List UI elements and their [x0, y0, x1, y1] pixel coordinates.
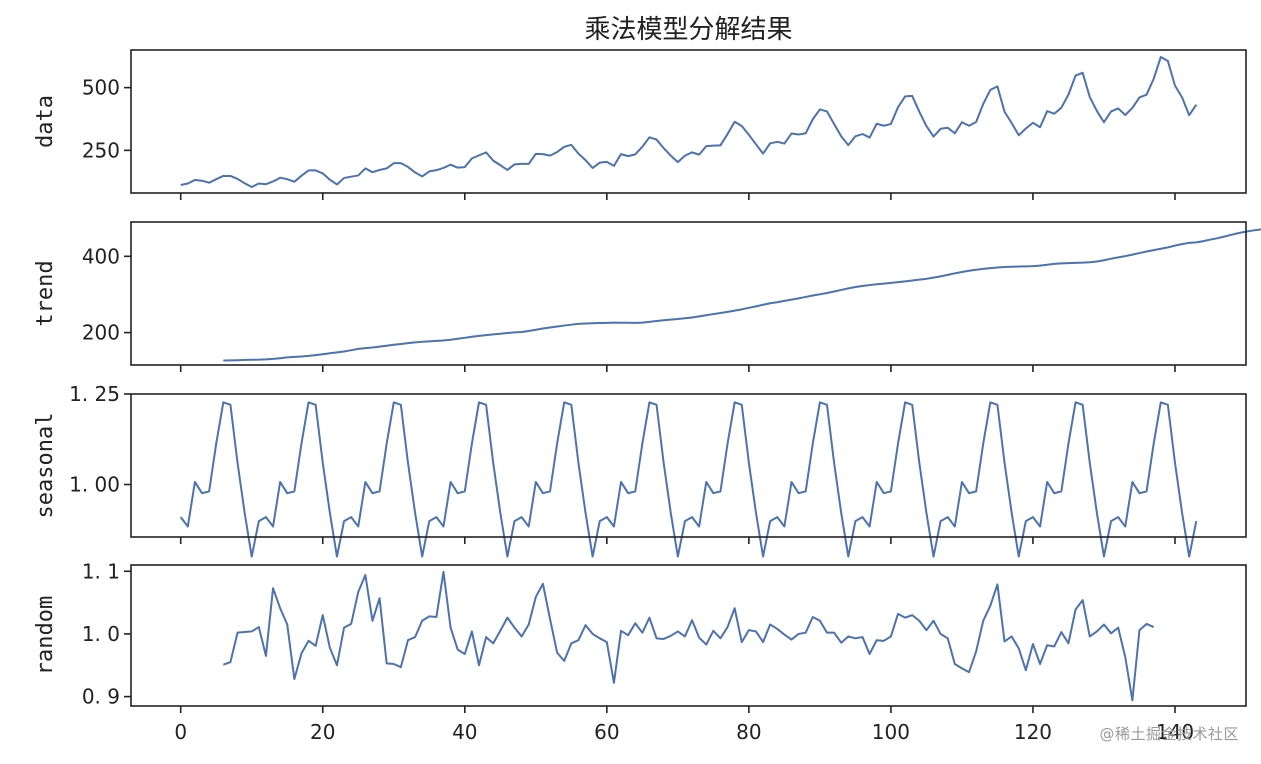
x-tick-label: 20 [310, 720, 335, 744]
y-tick-label: 1. 25 [69, 382, 120, 406]
axes-frame [130, 564, 1247, 707]
x-tick-label: 60 [594, 720, 619, 744]
watermark: @稀土掘金技术社区 [1099, 725, 1239, 743]
y-axis-label: trend [33, 260, 58, 326]
y-axis-label: seasonal [33, 413, 58, 519]
subplot-seasonal: 1. 00 1. 25 seasonal [33, 382, 1247, 558]
series-line-seasonal [179, 401, 1198, 558]
y-axis-label: data [33, 95, 58, 148]
y-axis-label: random [33, 596, 58, 675]
x-tick-label: 140 [1156, 720, 1194, 744]
series-line-random [222, 570, 1155, 702]
y-tick-label: 250 [82, 138, 120, 162]
x-tick-label: 80 [736, 720, 761, 744]
x-tick-label: 40 [452, 720, 477, 744]
chart-title: 乘法模型分解结果 [584, 15, 792, 45]
axes-frame [130, 221, 1247, 366]
y-tick-label: 400 [82, 244, 120, 268]
x-tick-label: 0 [174, 720, 187, 744]
subplot-data: 乘法模型分解结果 250 500 data [33, 15, 1247, 200]
subplot-random: 0. 9 1. 0 1. 1 0 20 40 60 80 100 120 140 random [33, 559, 1247, 744]
y-tick-label: 200 [82, 321, 120, 345]
axes-frame [130, 49, 1247, 194]
axes-frame [130, 393, 1247, 538]
subplot-trend: 200 400 trend [33, 221, 1261, 372]
y-tick-label: 1. 00 [69, 473, 120, 497]
y-tick-label: 0. 9 [82, 685, 120, 709]
y-tick-label: 1. 1 [82, 559, 120, 583]
y-tick-label: 1. 0 [82, 622, 120, 646]
y-tick-label: 500 [82, 76, 120, 100]
x-tick-label: 100 [872, 720, 910, 744]
series-line-data [180, 56, 1198, 188]
series-line-trend [223, 228, 1261, 362]
x-tick-label: 120 [1014, 720, 1052, 744]
